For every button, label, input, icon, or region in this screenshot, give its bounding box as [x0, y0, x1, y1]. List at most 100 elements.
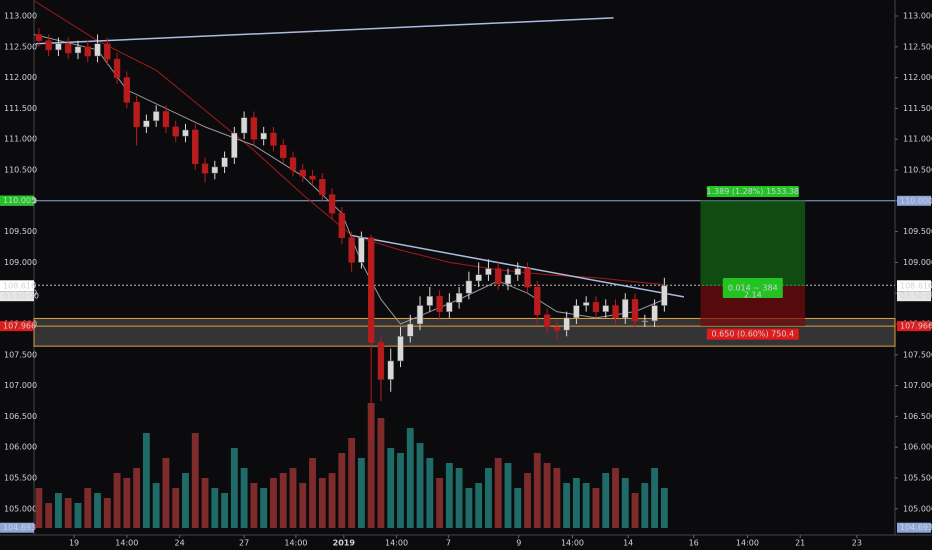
candle-body	[143, 120, 150, 128]
x-tick-label: 14:00	[115, 539, 138, 548]
volume-bar	[309, 458, 316, 528]
candle-body	[631, 299, 639, 322]
price-badge-label: 110.000	[900, 196, 932, 205]
candle-body	[514, 268, 521, 275]
countdown: 03:50:00	[900, 292, 932, 301]
volume-bar	[485, 468, 492, 528]
volume-bar	[182, 473, 189, 528]
volume-bar	[191, 433, 199, 528]
volume-bar	[201, 478, 209, 528]
countdown-bg	[0, 291, 34, 302]
candle-body	[612, 305, 619, 319]
y-tick-label: 111.000	[903, 135, 932, 144]
candle-body	[367, 237, 375, 343]
candle-body	[641, 320, 648, 323]
y-tick-label: 106.500	[4, 412, 37, 421]
y-tick-label: 107.000	[903, 381, 932, 390]
volume-bar	[592, 488, 600, 528]
y-tick-label: 112.500	[903, 42, 932, 51]
candle-body	[553, 326, 561, 331]
candle-body	[65, 43, 72, 54]
ratio-label: 2.14	[744, 291, 762, 300]
volume-bar	[162, 458, 170, 528]
price-badge-label: 104.693	[900, 523, 932, 532]
volume-bar	[260, 488, 268, 528]
candle-body	[113, 58, 121, 78]
stop-label: 0.650 (0.60%) 750.4	[712, 330, 795, 339]
candle-body	[446, 302, 453, 312]
candle-body	[495, 268, 502, 285]
entry-label: 0.014 ~ 384	[728, 284, 778, 293]
profit-zone	[700, 200, 806, 287]
volume-bar	[416, 443, 424, 528]
candle-body	[465, 280, 473, 294]
y-tick-label: 105.000	[4, 504, 37, 513]
moving-average	[33, 34, 665, 325]
candle-body	[338, 212, 346, 239]
volume-bar	[357, 458, 365, 528]
volume-bar	[45, 503, 53, 528]
candle-body	[162, 111, 170, 128]
price-badge-label: 107.966	[3, 322, 36, 331]
volume-bar	[152, 483, 160, 528]
candle-body	[45, 40, 52, 51]
volume-bar	[240, 468, 248, 528]
volume-bar	[289, 468, 297, 528]
volume-bar	[348, 438, 356, 528]
volume-bar	[94, 493, 101, 528]
candle-body	[543, 314, 551, 328]
candle-body	[152, 111, 160, 121]
volume-bar	[436, 478, 444, 528]
price-badge	[0, 321, 34, 332]
y-tick-label: 106.000	[4, 443, 37, 452]
price-badge	[0, 522, 34, 533]
candle-body	[534, 286, 541, 316]
target-label-bg	[706, 185, 799, 197]
x-tick-label: 23	[852, 539, 862, 548]
volume-bar	[426, 458, 434, 528]
volume-bar	[221, 493, 229, 528]
volume-bar	[572, 478, 580, 528]
volume-bar	[299, 483, 307, 528]
candle-body	[397, 336, 404, 362]
volume-bar	[133, 468, 141, 528]
y-tick-label: 113.000	[903, 12, 932, 21]
volume-bar	[494, 458, 502, 528]
candle-body	[387, 360, 394, 380]
volume-bar	[533, 453, 541, 528]
price-badge	[897, 522, 931, 533]
volume-bar	[172, 488, 180, 528]
candle-body	[407, 323, 414, 337]
moving-average	[33, 0, 665, 286]
x-tick-label: 16	[689, 539, 699, 548]
x-tick-label: 9	[516, 539, 521, 548]
x-tick-label: 24	[175, 539, 185, 548]
candle-body	[651, 305, 658, 322]
volume-bar	[504, 463, 512, 528]
candle-body	[377, 342, 385, 380]
volume-bar	[123, 478, 131, 528]
y-tick-label: 111.500	[903, 104, 932, 113]
candle-body	[358, 237, 365, 263]
candle-body	[436, 296, 443, 312]
candle-body	[133, 102, 140, 128]
volume-bar	[74, 503, 82, 528]
volume-bar	[631, 493, 639, 528]
y-tick-label: 112.000	[4, 73, 37, 82]
candle-body	[622, 299, 629, 319]
volume-bar	[318, 478, 326, 528]
y-tick-label: 110.500	[4, 166, 37, 175]
x-tick-label: 27	[239, 539, 249, 548]
volume-bar	[230, 448, 238, 528]
x-tick-label: 14:00	[284, 539, 307, 548]
volume-bar	[465, 488, 473, 528]
x-tick-label: 14:00	[736, 539, 759, 548]
volume-bar	[563, 483, 571, 528]
y-tick-label: 107.000	[4, 381, 37, 390]
x-tick-label: 7	[446, 539, 451, 548]
candle-body	[250, 117, 258, 140]
y-tick-label: 105.500	[903, 473, 932, 482]
price-badge	[897, 321, 931, 332]
candle-body	[182, 129, 189, 137]
countdown-bg	[897, 291, 931, 302]
